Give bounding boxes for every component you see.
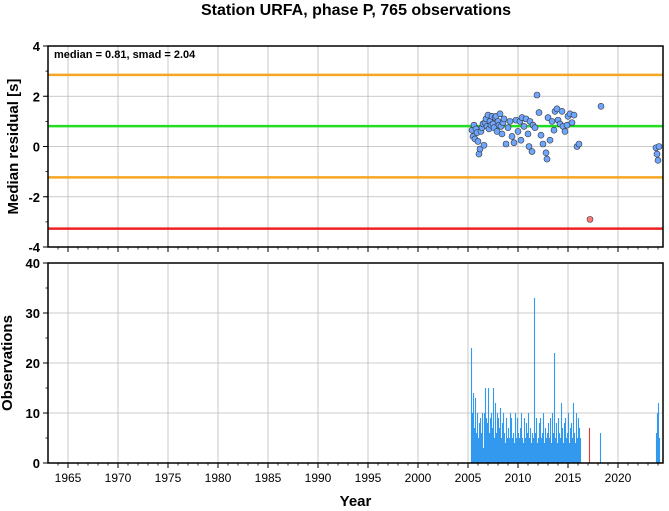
chart-title: Station URFA, phase P, 765 observations — [201, 2, 511, 19]
x-tick-label: 1970 — [105, 471, 132, 485]
residual-point — [597, 103, 605, 110]
residual-point — [537, 131, 545, 139]
residual-point — [558, 108, 566, 115]
residual-point — [548, 118, 556, 125]
residual-point — [568, 119, 576, 126]
y-tick-label: 0 — [33, 456, 40, 471]
x-tick-label: 1975 — [155, 471, 182, 485]
residual-point — [474, 138, 482, 145]
x-tick-label: 1985 — [255, 471, 282, 485]
y-tick-label: -4 — [28, 240, 40, 255]
x-tick-label: 1995 — [355, 471, 382, 485]
residual-point — [498, 130, 506, 138]
observations-x-ticks: 1965 1970 1975 1980 1985 1990 1995 2000 2005 2010… — [55, 463, 659, 485]
residual-point — [531, 124, 539, 131]
x-tick-label: 2020 — [605, 471, 632, 485]
stats-annotation: median = 0.81, smad = 2.04 — [54, 49, 196, 61]
residual-point — [508, 133, 516, 140]
residual-point — [533, 91, 541, 99]
residual-point — [520, 123, 528, 130]
y-tick-label: 4 — [33, 39, 41, 54]
observations-bars — [470, 298, 661, 463]
residual-point — [654, 157, 662, 164]
residual-point — [480, 141, 488, 149]
observations-y-ticks: 40 30 20 10 0 — [26, 256, 48, 471]
x-tick-label: 1980 — [205, 471, 232, 485]
residual-point — [653, 150, 661, 158]
y-tick-label: 10 — [26, 406, 40, 421]
residual-point — [543, 155, 551, 163]
residual-point — [542, 149, 550, 157]
residual-point — [496, 110, 504, 118]
residual-point — [570, 111, 578, 119]
y-tick-label: 0 — [33, 140, 40, 155]
residual-point — [514, 128, 522, 135]
x-tick-label: 2000 — [405, 471, 432, 485]
residual-point — [500, 115, 508, 123]
x-tick-label: 2015 — [555, 471, 582, 485]
x-tick-label: 2005 — [455, 471, 482, 485]
y-tick-label: 20 — [26, 356, 40, 371]
y-tick-label: -2 — [28, 190, 40, 205]
residual-point — [539, 140, 547, 148]
residual-points — [468, 91, 663, 223]
x-tick-label: 1990 — [305, 471, 332, 485]
residual-point — [528, 148, 536, 155]
residual-point — [546, 136, 554, 144]
residual-point — [535, 109, 543, 116]
x-tick-label: 2010 — [505, 471, 532, 485]
residual-point — [504, 124, 512, 131]
x-tick-label: 1965 — [55, 471, 82, 485]
y-tick-label: 2 — [33, 89, 40, 104]
residual-x-ticks — [57, 247, 659, 252]
x-axis-label: Year — [340, 493, 372, 510]
residual-point — [476, 145, 484, 153]
residual-point — [586, 216, 594, 223]
residual-point — [510, 139, 518, 147]
residual-point — [561, 128, 569, 135]
residual-y-axis-label: Median residual [s] — [5, 79, 22, 215]
residual-point — [524, 130, 532, 138]
y-tick-label: 30 — [26, 306, 40, 321]
residual-panel: 4 2 0 -2 -4 median = 0.81, smad = 2.04 Media… — [5, 39, 664, 255]
residual-point — [506, 118, 514, 125]
residual-point — [502, 140, 510, 148]
residual-point — [550, 126, 558, 134]
residual-point — [517, 136, 525, 144]
residual-point — [544, 114, 552, 121]
observations-y-axis-label: Observations — [0, 315, 16, 411]
residual-point — [655, 143, 663, 150]
y-tick-label: 40 — [26, 256, 40, 271]
residual-y-ticks: 4 2 0 -2 -4 — [28, 39, 48, 255]
residual-point — [525, 143, 533, 150]
residual-point — [575, 140, 583, 148]
residual-gridlines — [48, 45, 663, 248]
